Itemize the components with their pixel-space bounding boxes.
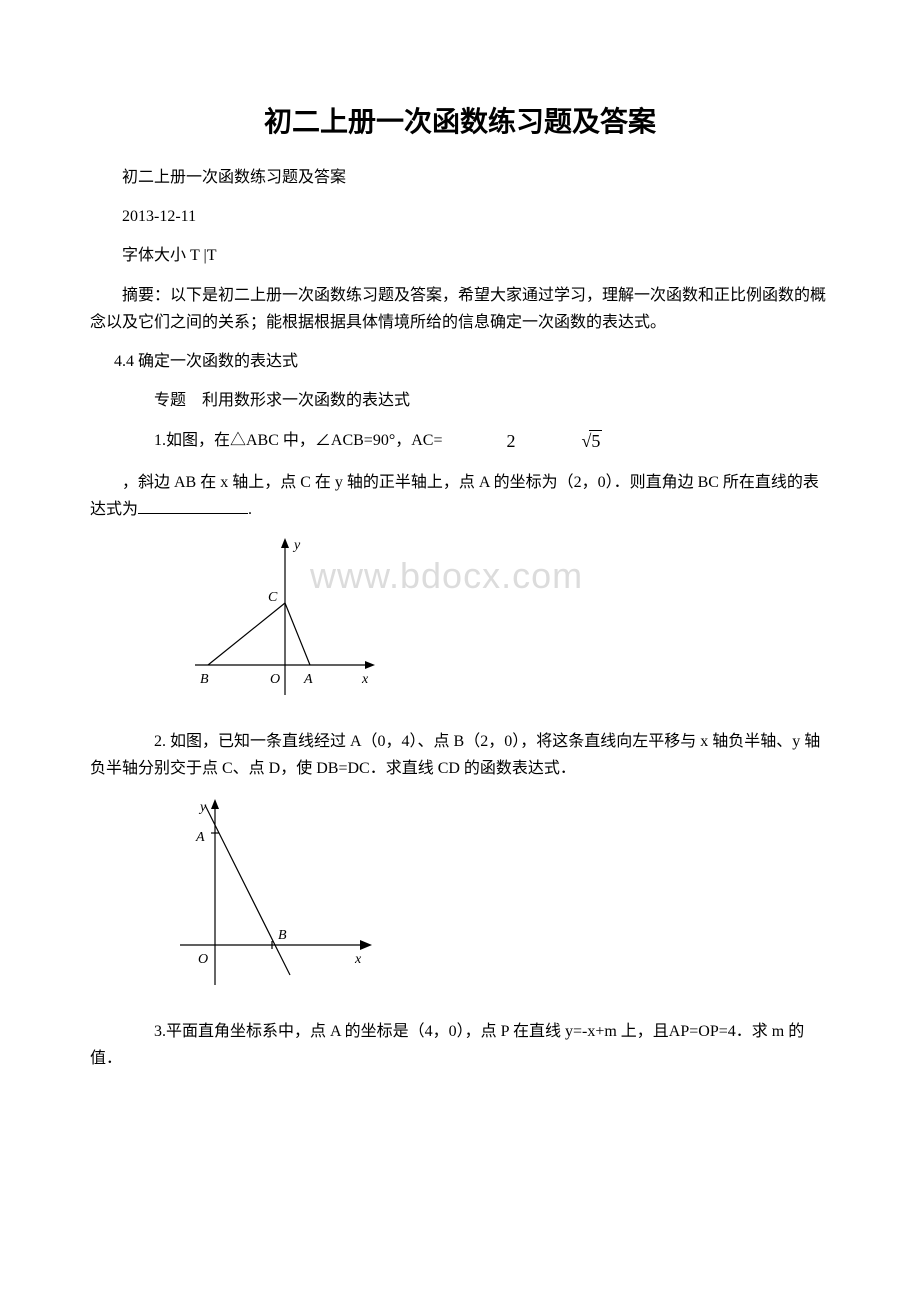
figure-2-svg: x y O A B — [160, 795, 380, 995]
q1-text-a: 1.如图，在△ABC 中，∠ACB=90°，AC= — [154, 432, 442, 449]
question-1-line1: 1.如图，在△ABC 中，∠ACB=90°，AC=2√5 — [90, 426, 830, 457]
subtitle: 初二上册一次函数练习题及答案 — [90, 164, 830, 191]
math-coef: 2 — [506, 431, 515, 451]
fig1-label-B: B — [200, 672, 209, 687]
question-2: 2. 如图，已知一条直线经过 A（0，4）、点 B（2，0），将这条直线向左平移… — [90, 728, 830, 782]
fig2-label-A: A — [195, 830, 205, 845]
figure-1-svg: x y O A B C — [190, 535, 380, 705]
math-radicand: 5 — [589, 430, 602, 451]
abstract: 摘要：以下是初二上册一次函数练习题及答案，希望大家通过学习，理解一次函数和正比例… — [90, 282, 830, 336]
fig1-label-x: x — [361, 672, 369, 687]
fontsize-line: 字体大小 T |T — [90, 242, 830, 269]
fig1-label-y: y — [292, 538, 301, 553]
page-title: 初二上册一次函数练习题及答案 — [90, 100, 830, 140]
fig2-label-B: B — [278, 928, 287, 943]
fig2-label-O: O — [198, 952, 208, 967]
fig1-label-C: C — [268, 590, 278, 605]
figure-1: www.bdocx.com x y O A B C — [190, 535, 830, 710]
topic-heading: 专题 利用数形求一次函数的表达式 — [90, 387, 830, 414]
section-heading: 4.4 确定一次函数的表达式 — [90, 348, 830, 375]
date: 2013-12-11 — [90, 203, 830, 230]
question-1-line2: ，斜边 AB 在 x 轴上，点 C 在 y 轴的正半轴上，点 A 的坐标为（2，… — [90, 469, 830, 523]
figure-2: x y O A B — [160, 795, 830, 1000]
fig2-label-y: y — [198, 800, 207, 815]
answer-blank — [138, 497, 248, 514]
fig1-label-O: O — [270, 672, 280, 687]
question-3: 3.平面直角坐标系中，点 A 的坐标是（4，0），点 P 在直线 y=-x+m … — [90, 1018, 830, 1072]
document-page: 初二上册一次函数练习题及答案 初二上册一次函数练习题及答案 2013-12-11… — [0, 0, 920, 1144]
math-2sqrt5: 2√5 — [442, 426, 602, 457]
fig2-label-x: x — [354, 952, 362, 967]
q1-text-c: . — [248, 501, 252, 518]
fig1-label-A: A — [303, 672, 313, 687]
